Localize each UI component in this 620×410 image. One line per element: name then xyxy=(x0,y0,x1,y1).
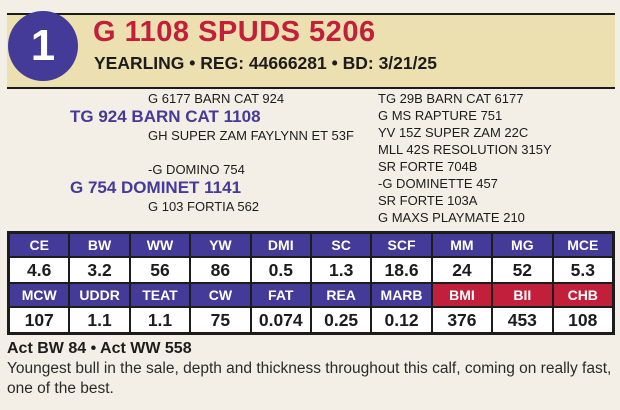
epd-header: YW xyxy=(190,233,251,257)
epd-value: 4.6 xyxy=(9,257,70,283)
epd-value: 1.3 xyxy=(310,257,372,283)
epd-header: BW xyxy=(69,233,130,257)
epd-header: REA xyxy=(310,283,372,307)
epd-value: 108 xyxy=(552,307,613,333)
ancestor: G MS RAPTURE 751 xyxy=(378,108,503,123)
sire: TG 924 BARN CAT 1108 xyxy=(70,107,261,126)
ancestor: MLL 42S RESOLUTION 315Y xyxy=(378,142,552,157)
ancestor: -G DOMINETTE 457 xyxy=(378,176,498,191)
epd-value: 0.12 xyxy=(371,307,432,333)
epd-value: 5.3 xyxy=(552,257,613,283)
epd-header: MCE xyxy=(552,233,613,257)
sire-dam: GH SUPER ZAM FAYLYNN ET 53F xyxy=(148,128,354,143)
epd-header: UDDR xyxy=(69,283,130,307)
animal-name: G 1108 SPUDS 5206 xyxy=(93,16,376,48)
epd-value: 3.2 xyxy=(69,257,130,283)
epd-value: 453 xyxy=(492,307,553,333)
lot-description: Youngest bull in the sale, depth and thi… xyxy=(7,360,612,397)
epd-value: 86 xyxy=(190,257,251,283)
dam: G 754 DOMINET 1141 xyxy=(70,178,242,197)
ancestor: YV 15Z SUPER ZAM 22C xyxy=(378,125,529,140)
epd-header: BII xyxy=(492,283,553,307)
actual-weights: Act BW 84 • Act WW 558 xyxy=(7,340,192,357)
epd-value: 75 xyxy=(190,307,251,333)
epd-table: CE BW WW YW DMI SC SCF MM MG MCE 4.6 3.2 56 86 0.5 1.3 1… xyxy=(7,231,615,335)
ancestor: G MAXS PLAYMATE 210 xyxy=(378,210,525,225)
epd-value: 56 xyxy=(129,257,191,283)
epd-value: 52 xyxy=(492,257,553,283)
epd-value: 1.1 xyxy=(129,307,191,333)
epd-header: CW xyxy=(190,283,251,307)
epd-header: DMI xyxy=(250,233,311,257)
ancestor: SR FORTE 103A xyxy=(378,193,478,208)
lot-number-badge: 1 xyxy=(8,11,78,81)
dam-sire: -G DOMINO 754 xyxy=(148,162,245,177)
epd-header: CHB xyxy=(552,283,613,307)
epd-value: 0.25 xyxy=(310,307,372,333)
header-band xyxy=(7,13,615,89)
epd-header: MARB xyxy=(371,283,432,307)
third-generation: TG 29B BARN CAT 6177 G MS RAPTURE 751 YV 1… xyxy=(378,90,552,226)
sire-sire: G 6177 BARN CAT 924 xyxy=(148,91,285,106)
epd-header: CE xyxy=(9,233,70,257)
epd-header: MG xyxy=(492,233,553,257)
ancestor: SR FORTE 704B xyxy=(378,159,478,174)
epd-value: 0.074 xyxy=(250,307,311,333)
epd-value: 24 xyxy=(431,257,493,283)
animal-details: YEARLING • REG: 44666281 • BD: 3/21/25 xyxy=(94,53,437,73)
epd-value: 376 xyxy=(431,307,493,333)
epd-header: WW xyxy=(129,233,191,257)
epd-value: 1.1 xyxy=(69,307,130,333)
epd-header: FAT xyxy=(250,283,311,307)
epd-header: MCW xyxy=(9,283,70,307)
epd-header: TEAT xyxy=(129,283,191,307)
epd-header: SC xyxy=(310,233,372,257)
epd-header: SCF xyxy=(371,233,432,257)
ancestor: TG 29B BARN CAT 6177 xyxy=(378,91,524,106)
epd-value: 0.5 xyxy=(250,257,311,283)
epd-value: 18.6 xyxy=(371,257,432,283)
epd-header: MM xyxy=(431,233,493,257)
dam-dam: G 103 FORTIA 562 xyxy=(148,199,260,214)
epd-header: BMI xyxy=(431,283,493,307)
epd-value: 107 xyxy=(9,307,70,333)
